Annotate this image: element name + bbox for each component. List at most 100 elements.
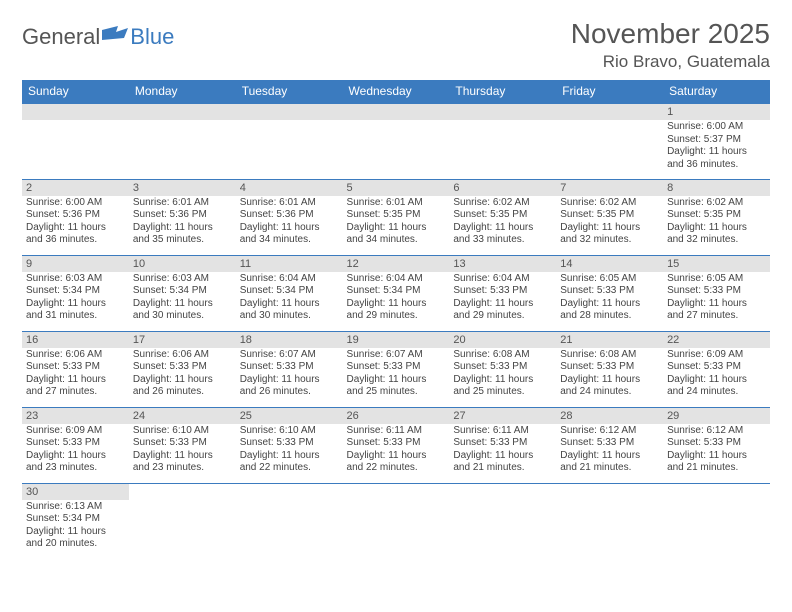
calendar-day: 11Sunrise: 6:04 AMSunset: 5:34 PMDayligh… — [236, 255, 343, 331]
day-details — [449, 120, 556, 123]
day-details: Sunrise: 6:10 AMSunset: 5:33 PMDaylight:… — [236, 424, 343, 477]
day-number: 12 — [343, 256, 450, 272]
day-details: Sunrise: 6:00 AMSunset: 5:37 PMDaylight:… — [663, 120, 770, 173]
day-details: Sunrise: 6:04 AMSunset: 5:34 PMDaylight:… — [236, 272, 343, 325]
day-number: 4 — [236, 180, 343, 196]
day-number: 1 — [663, 104, 770, 120]
day-details: Sunrise: 6:10 AMSunset: 5:33 PMDaylight:… — [129, 424, 236, 477]
calendar-empty — [449, 483, 556, 559]
day-number: 6 — [449, 180, 556, 196]
day-number: 20 — [449, 332, 556, 348]
weekday-header: Monday — [129, 80, 236, 103]
day-details: Sunrise: 6:02 AMSunset: 5:35 PMDaylight:… — [663, 196, 770, 249]
calendar-empty — [556, 483, 663, 559]
day-number: 3 — [129, 180, 236, 196]
day-number — [129, 104, 236, 120]
day-number: 10 — [129, 256, 236, 272]
calendar-day: 24Sunrise: 6:10 AMSunset: 5:33 PMDayligh… — [129, 407, 236, 483]
day-details — [343, 120, 450, 123]
location: Rio Bravo, Guatemala — [571, 52, 770, 72]
day-details: Sunrise: 6:12 AMSunset: 5:33 PMDaylight:… — [556, 424, 663, 477]
day-number: 14 — [556, 256, 663, 272]
calendar-week: 9Sunrise: 6:03 AMSunset: 5:34 PMDaylight… — [22, 255, 770, 331]
day-details: Sunrise: 6:08 AMSunset: 5:33 PMDaylight:… — [556, 348, 663, 401]
logo-text-1: General — [22, 24, 100, 50]
day-details: Sunrise: 6:09 AMSunset: 5:33 PMDaylight:… — [22, 424, 129, 477]
day-details: Sunrise: 6:01 AMSunset: 5:35 PMDaylight:… — [343, 196, 450, 249]
day-details — [343, 500, 450, 503]
day-details — [22, 120, 129, 123]
day-details: Sunrise: 6:05 AMSunset: 5:33 PMDaylight:… — [663, 272, 770, 325]
calendar-day: 1Sunrise: 6:00 AMSunset: 5:37 PMDaylight… — [663, 103, 770, 179]
calendar-day: 30Sunrise: 6:13 AMSunset: 5:34 PMDayligh… — [22, 483, 129, 559]
calendar-day: 29Sunrise: 6:12 AMSunset: 5:33 PMDayligh… — [663, 407, 770, 483]
day-details — [663, 500, 770, 503]
day-number: 25 — [236, 408, 343, 424]
day-number: 7 — [556, 180, 663, 196]
day-number: 26 — [343, 408, 450, 424]
day-number: 18 — [236, 332, 343, 348]
title-block: November 2025 Rio Bravo, Guatemala — [571, 18, 770, 72]
calendar-day: 18Sunrise: 6:07 AMSunset: 5:33 PMDayligh… — [236, 331, 343, 407]
calendar-week: 30Sunrise: 6:13 AMSunset: 5:34 PMDayligh… — [22, 483, 770, 559]
calendar-empty — [343, 483, 450, 559]
day-details — [236, 500, 343, 503]
day-details: Sunrise: 6:06 AMSunset: 5:33 PMDaylight:… — [22, 348, 129, 401]
calendar-day: 15Sunrise: 6:05 AMSunset: 5:33 PMDayligh… — [663, 255, 770, 331]
calendar-day: 9Sunrise: 6:03 AMSunset: 5:34 PMDaylight… — [22, 255, 129, 331]
day-details: Sunrise: 6:12 AMSunset: 5:33 PMDaylight:… — [663, 424, 770, 477]
day-details: Sunrise: 6:03 AMSunset: 5:34 PMDaylight:… — [22, 272, 129, 325]
calendar-day: 16Sunrise: 6:06 AMSunset: 5:33 PMDayligh… — [22, 331, 129, 407]
weekday-header: Sunday — [22, 80, 129, 103]
day-number — [236, 104, 343, 120]
weekday-header: Tuesday — [236, 80, 343, 103]
calendar-table: SundayMondayTuesdayWednesdayThursdayFrid… — [22, 80, 770, 559]
day-number: 8 — [663, 180, 770, 196]
day-details — [236, 120, 343, 123]
calendar-day: 20Sunrise: 6:08 AMSunset: 5:33 PMDayligh… — [449, 331, 556, 407]
day-number: 13 — [449, 256, 556, 272]
logo: General Blue — [22, 18, 174, 50]
weekday-header: Thursday — [449, 80, 556, 103]
day-number — [449, 484, 556, 500]
day-number: 27 — [449, 408, 556, 424]
day-details: Sunrise: 6:07 AMSunset: 5:33 PMDaylight:… — [236, 348, 343, 401]
calendar-week: 23Sunrise: 6:09 AMSunset: 5:33 PMDayligh… — [22, 407, 770, 483]
day-number: 19 — [343, 332, 450, 348]
calendar-day: 27Sunrise: 6:11 AMSunset: 5:33 PMDayligh… — [449, 407, 556, 483]
day-number: 2 — [22, 180, 129, 196]
day-number — [556, 104, 663, 120]
calendar-day: 17Sunrise: 6:06 AMSunset: 5:33 PMDayligh… — [129, 331, 236, 407]
day-number: 16 — [22, 332, 129, 348]
day-details: Sunrise: 6:01 AMSunset: 5:36 PMDaylight:… — [129, 196, 236, 249]
day-number: 22 — [663, 332, 770, 348]
calendar-empty — [129, 103, 236, 179]
calendar-day: 5Sunrise: 6:01 AMSunset: 5:35 PMDaylight… — [343, 179, 450, 255]
calendar-day: 23Sunrise: 6:09 AMSunset: 5:33 PMDayligh… — [22, 407, 129, 483]
calendar-day: 19Sunrise: 6:07 AMSunset: 5:33 PMDayligh… — [343, 331, 450, 407]
day-details — [449, 500, 556, 503]
day-number — [22, 104, 129, 120]
day-number: 24 — [129, 408, 236, 424]
calendar-empty — [663, 483, 770, 559]
calendar-week: 2Sunrise: 6:00 AMSunset: 5:36 PMDaylight… — [22, 179, 770, 255]
calendar-empty — [556, 103, 663, 179]
calendar-week: 1Sunrise: 6:00 AMSunset: 5:37 PMDaylight… — [22, 103, 770, 179]
weekday-header: Wednesday — [343, 80, 450, 103]
calendar-day: 6Sunrise: 6:02 AMSunset: 5:35 PMDaylight… — [449, 179, 556, 255]
day-number — [556, 484, 663, 500]
day-details — [556, 500, 663, 503]
logo-text-2: Blue — [130, 24, 174, 50]
day-number: 17 — [129, 332, 236, 348]
calendar-day: 7Sunrise: 6:02 AMSunset: 5:35 PMDaylight… — [556, 179, 663, 255]
day-details — [129, 120, 236, 123]
day-details: Sunrise: 6:11 AMSunset: 5:33 PMDaylight:… — [449, 424, 556, 477]
calendar-day: 26Sunrise: 6:11 AMSunset: 5:33 PMDayligh… — [343, 407, 450, 483]
flag-icon — [102, 24, 128, 50]
calendar-day: 4Sunrise: 6:01 AMSunset: 5:36 PMDaylight… — [236, 179, 343, 255]
calendar-day: 8Sunrise: 6:02 AMSunset: 5:35 PMDaylight… — [663, 179, 770, 255]
day-details: Sunrise: 6:00 AMSunset: 5:36 PMDaylight:… — [22, 196, 129, 249]
day-number — [236, 484, 343, 500]
day-number — [129, 484, 236, 500]
calendar-empty — [129, 483, 236, 559]
